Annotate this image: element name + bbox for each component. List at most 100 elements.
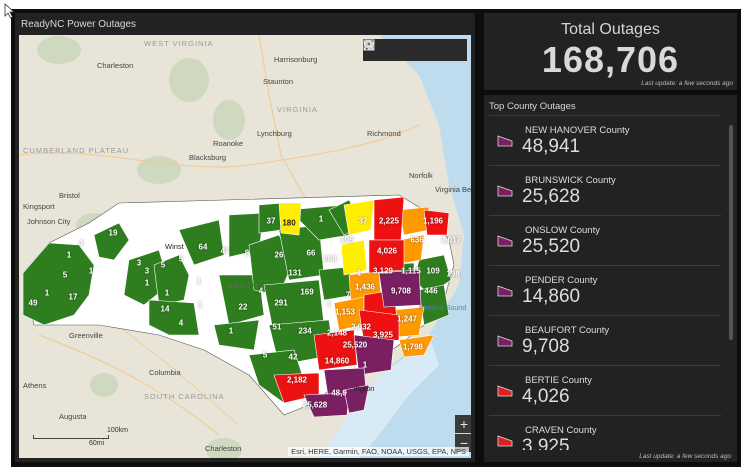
county-label: 37 xyxy=(266,216,276,226)
forest-area xyxy=(37,36,81,64)
county-label: 1 xyxy=(362,360,368,370)
place-label: Greenville xyxy=(69,331,103,340)
county-label: 1,196 xyxy=(422,216,444,226)
county-label: 7 xyxy=(345,290,351,300)
county-list-item[interactable]: PENDER County 14,860 xyxy=(489,265,721,315)
county-flag-icon xyxy=(497,335,513,347)
county-label: 1 xyxy=(318,214,324,224)
place-label: Charleston xyxy=(205,444,242,453)
county-label: 2,148 xyxy=(326,328,348,338)
county-outage-count: 4,026 xyxy=(522,386,570,407)
county-label: 9,708 xyxy=(390,286,412,296)
county-label: 1,798 xyxy=(402,342,424,352)
county-name: BERTIE County xyxy=(525,375,592,386)
county-label: 1,436 xyxy=(354,282,376,292)
county-list-item[interactable]: BRUNSWICK County 25,628 xyxy=(489,165,721,215)
map-view[interactable]: WEST VIRGINIA Charleston Harrisonburg St… xyxy=(19,35,471,458)
place-label: Staunton xyxy=(263,77,294,86)
county-list-item[interactable]: NEW HANOVER County 48,941 xyxy=(489,115,721,165)
county-label: 19 xyxy=(108,228,118,238)
county-label: 37 xyxy=(358,216,368,226)
place-label: Bristol xyxy=(59,191,80,200)
place-label: Charleston xyxy=(97,61,134,70)
county-label: 109 xyxy=(426,266,440,276)
county-flag-icon xyxy=(497,185,513,197)
county-label: 2,225 xyxy=(378,216,400,226)
forest-area xyxy=(169,58,209,102)
total-last-update: Last update: a few seconds ago xyxy=(641,80,733,87)
dashboard: ReadyNC Power Outages xyxy=(11,9,741,467)
county-name: CRAVEN County xyxy=(525,425,597,436)
total-outages-title: Total Outages xyxy=(561,21,660,38)
county-label: 268 xyxy=(323,254,337,264)
county-name: BEAUFORT County xyxy=(525,325,610,336)
county-label: 5 xyxy=(160,260,166,270)
county-list-item[interactable]: BEAUFORT County 9,708 xyxy=(489,315,721,365)
county-label: 47 xyxy=(220,246,230,256)
place-label: Winst xyxy=(165,242,184,251)
county-label: 5 xyxy=(178,254,184,264)
place-label: Lynchburg xyxy=(257,129,292,138)
county-outage-count: 9,708 xyxy=(522,336,570,357)
list-footer: Last update: a few seconds ago xyxy=(484,450,737,462)
forest-area xyxy=(90,373,118,397)
place-label: Harrisonburg xyxy=(274,55,318,64)
basemap-gallery-button[interactable] xyxy=(363,39,461,58)
county-name: BRUNSWICK County xyxy=(525,175,616,186)
county-label: 1 xyxy=(66,250,72,260)
county-flag-icon xyxy=(497,385,513,397)
place-label: Athens xyxy=(23,381,47,390)
county-label: 25,520 xyxy=(342,340,368,350)
map-title: ReadyNC Power Outages xyxy=(21,19,137,30)
county-label: 1 xyxy=(44,288,50,298)
place-label: Virginia Beach xyxy=(435,185,471,194)
scale-bar-line xyxy=(33,435,109,439)
county-list-item[interactable]: ONSLOW County 25,520 xyxy=(489,215,721,265)
scale-bar-mi-label: 60mi xyxy=(89,440,105,447)
county-label: 180 xyxy=(282,218,296,228)
county-outage-count: 25,520 xyxy=(522,236,581,257)
county-label: 48,9 xyxy=(331,388,347,398)
mouse-cursor-icon xyxy=(4,3,16,19)
legend-button[interactable] xyxy=(364,41,423,58)
county-label: 4 xyxy=(78,238,84,248)
county-label: 5 xyxy=(262,350,268,360)
home-button[interactable] xyxy=(363,39,404,58)
layers-button[interactable] xyxy=(363,39,442,58)
county-label: 14 xyxy=(160,304,170,314)
county-list-item[interactable]: BERTIE County 4,026 xyxy=(489,365,721,415)
zoom-in-button[interactable]: + xyxy=(455,415,471,433)
county-label: 1 xyxy=(228,326,234,336)
county-label: 131 xyxy=(288,268,302,278)
county-flag-icon xyxy=(497,435,513,447)
county-name: PENDER County xyxy=(525,275,598,286)
place-label: Columbia xyxy=(149,368,181,377)
county-label: 3,129 xyxy=(372,266,394,276)
scale-bar-km-label: 100km xyxy=(107,427,129,434)
county-label: 5 xyxy=(62,270,68,280)
county-label: 4,026 xyxy=(376,246,398,256)
total-outages-panel: Total Outages 168,706 Last update: a few… xyxy=(484,13,737,90)
forest-area xyxy=(206,438,242,458)
county-outage-count: 14,860 xyxy=(522,286,581,307)
county-label: 26 xyxy=(274,250,284,260)
place-label: Johnson City xyxy=(27,217,71,226)
county-label: 636 xyxy=(410,235,424,245)
place-label: Richmond xyxy=(367,129,401,138)
map-attribution[interactable]: Esri, HERE, Garmin, FAO, NOAA, USGS, EPA… xyxy=(288,447,469,456)
basemap xyxy=(19,35,471,458)
place-label: Blacksburg xyxy=(189,153,227,162)
list-scrollbar[interactable] xyxy=(729,125,733,340)
county-outage-count: 48,941 xyxy=(522,136,581,157)
place-label: Kingsport xyxy=(23,202,55,211)
forest-area xyxy=(213,100,245,140)
county-label: 1,115 xyxy=(401,266,421,276)
county-label: 64 xyxy=(198,242,208,252)
county-label: 446 xyxy=(424,286,438,296)
county-label: 17 xyxy=(68,292,78,302)
county-name: ONSLOW County xyxy=(525,225,600,236)
county-label: 42 xyxy=(288,352,298,362)
county-label: 49 xyxy=(28,298,38,308)
county-label: 169 xyxy=(300,287,314,297)
top-county-outages-panel: Top County Outages NEW HANOVER County 48,… xyxy=(484,95,737,462)
